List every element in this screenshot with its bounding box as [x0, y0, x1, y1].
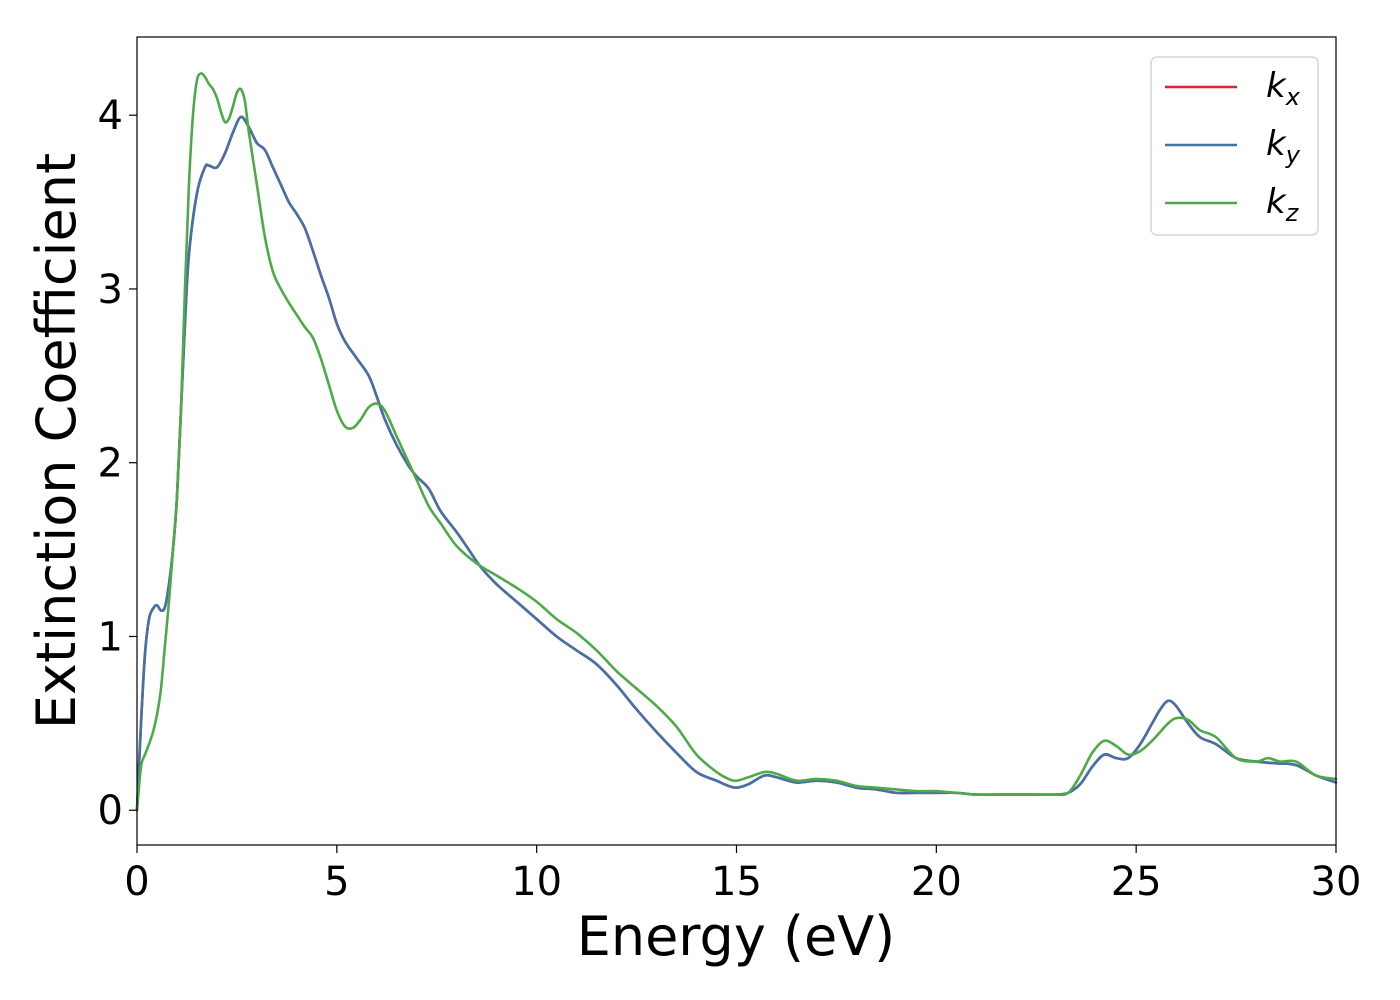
x-tick-label: 15	[711, 859, 762, 905]
x-tick-label: 10	[511, 859, 562, 905]
y-tick-label: 1	[98, 614, 123, 660]
y-axis: 0 1 2 3 4	[98, 93, 137, 834]
x-tick-label: 30	[1311, 859, 1362, 905]
y-tick-label: 2	[98, 441, 123, 487]
x-tick-label: 25	[1111, 859, 1162, 905]
x-axis: 0 5 10 15 20 25 30	[124, 845, 1361, 905]
series-line-kz	[135, 72, 1338, 812]
legend-label-ky: ky	[1266, 124, 1301, 169]
y-axis-label: Extinction Coefficient	[25, 153, 88, 729]
x-axis-label: Energy (eV)	[577, 905, 896, 968]
y-tick-label: 0	[98, 788, 123, 834]
y-tick-label: 4	[98, 93, 123, 139]
legend: kx ky kz	[1150, 56, 1319, 236]
x-tick-label: 0	[124, 859, 149, 905]
series-line-ky	[135, 115, 1338, 812]
x-tick-label: 20	[911, 859, 962, 905]
legend-label-kx: kx	[1266, 66, 1301, 111]
x-tick-label: 5	[324, 859, 349, 905]
plot-lines	[135, 72, 1338, 812]
y-tick-label: 3	[98, 267, 123, 313]
legend-label-kz: kz	[1266, 182, 1300, 227]
